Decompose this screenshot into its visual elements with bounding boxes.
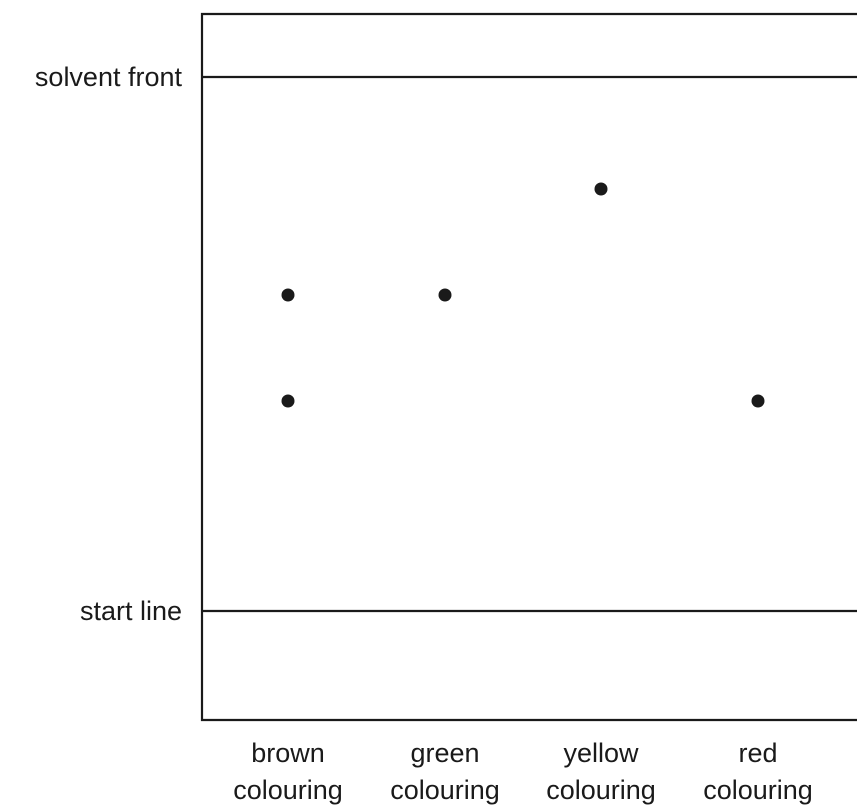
column-sublabel-brown: colouring (233, 775, 343, 805)
column-sublabel-yellow: colouring (546, 775, 656, 805)
column-label-red: red (738, 738, 777, 768)
red-spot (751, 394, 765, 408)
column-sublabel-green: colouring (390, 775, 500, 805)
brown-spot-upper (281, 288, 295, 302)
column-sublabel-red: colouring (703, 775, 813, 805)
start-line-label: start line (80, 596, 182, 626)
column-label-brown: brown (251, 738, 325, 768)
column-label-green: green (410, 738, 479, 768)
solvent-front-label: solvent front (35, 62, 183, 92)
green-spot (438, 288, 452, 302)
yellow-spot (594, 182, 608, 196)
column-label-yellow: yellow (563, 738, 639, 768)
brown-spot-lower (281, 394, 295, 408)
paper-outline (200, 12, 857, 722)
